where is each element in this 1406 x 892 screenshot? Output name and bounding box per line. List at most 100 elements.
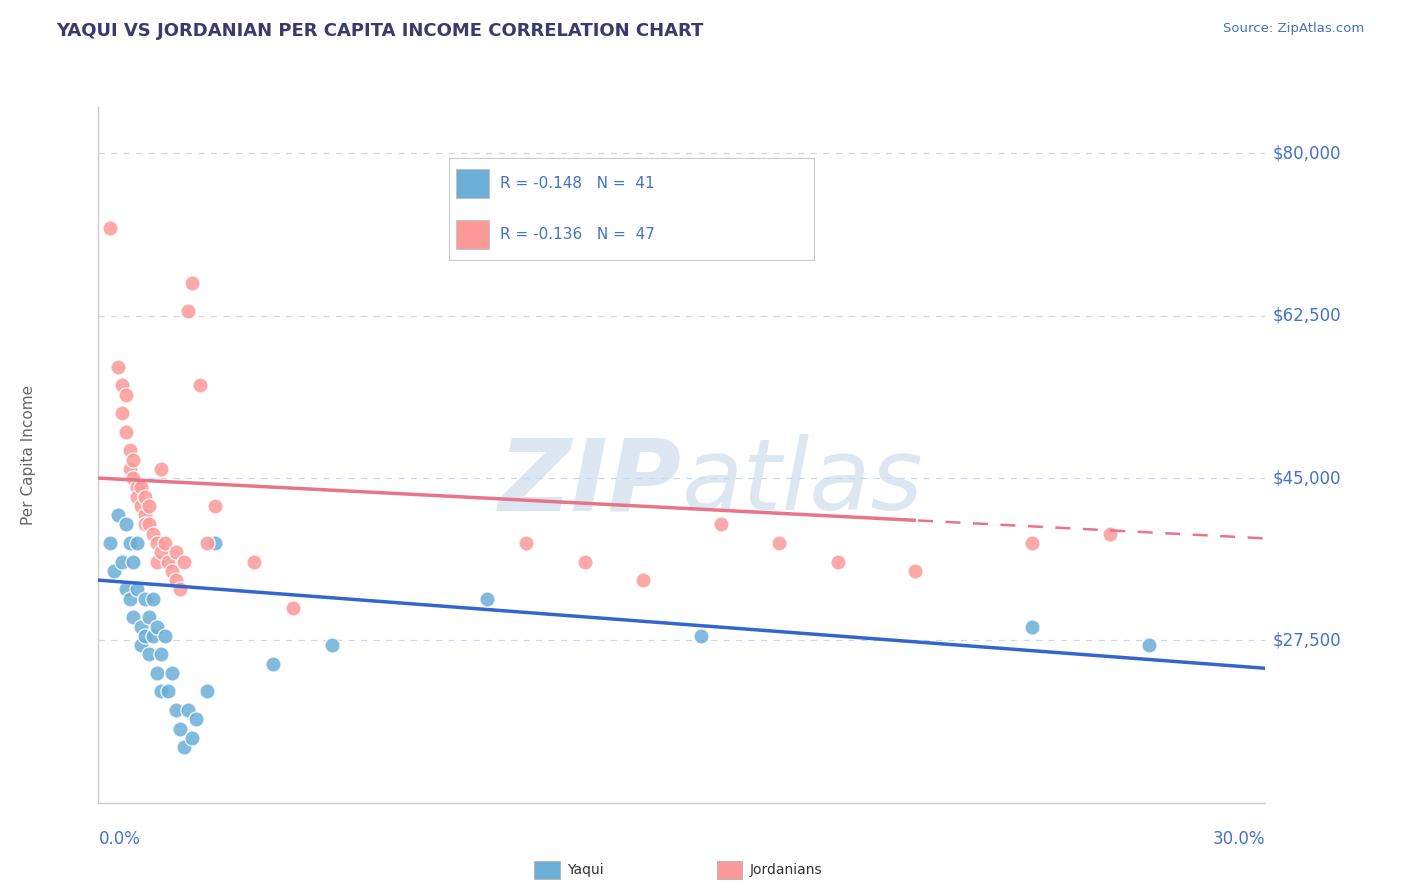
Point	[134, 508, 156, 523]
Text: R = -0.148   N =  41: R = -0.148 N = 41	[499, 176, 654, 191]
Point	[146, 665, 169, 680]
Point	[169, 582, 191, 597]
Point	[321, 638, 343, 652]
Point	[127, 582, 149, 597]
Text: 30.0%: 30.0%	[1213, 830, 1265, 847]
Text: Per Capita Income: Per Capita Income	[21, 384, 35, 525]
Point	[153, 629, 176, 643]
Point	[134, 629, 156, 643]
Point	[138, 499, 160, 513]
Text: atlas: atlas	[682, 434, 924, 532]
Point	[157, 684, 180, 698]
Point	[177, 304, 200, 318]
Point	[134, 490, 156, 504]
Point	[114, 517, 136, 532]
Point	[107, 508, 129, 523]
Point	[129, 480, 152, 494]
Point	[129, 499, 152, 513]
Point	[165, 573, 187, 587]
Point	[173, 740, 195, 755]
Point	[129, 619, 152, 633]
Point	[118, 591, 141, 606]
Point	[204, 536, 226, 550]
Point	[149, 545, 172, 559]
Point	[195, 684, 218, 698]
Text: Source: ZipAtlas.com: Source: ZipAtlas.com	[1223, 22, 1364, 36]
Text: $80,000: $80,000	[1272, 145, 1341, 162]
Point	[138, 648, 160, 662]
Text: Yaqui: Yaqui	[567, 863, 603, 877]
Text: Jordanians: Jordanians	[749, 863, 823, 877]
Point	[768, 536, 790, 550]
FancyBboxPatch shape	[456, 220, 489, 249]
Text: $45,000: $45,000	[1272, 469, 1341, 487]
Point	[127, 480, 149, 494]
Point	[146, 555, 169, 569]
Point	[157, 555, 180, 569]
Point	[710, 517, 733, 532]
Point	[169, 722, 191, 736]
Point	[134, 591, 156, 606]
Point	[118, 536, 141, 550]
Point	[111, 555, 134, 569]
Text: $27,500: $27,500	[1272, 632, 1341, 649]
Point	[111, 406, 134, 420]
Point	[1137, 638, 1160, 652]
Point	[827, 555, 849, 569]
Point	[107, 359, 129, 374]
Point	[118, 443, 141, 458]
Point	[631, 573, 654, 587]
Point	[177, 703, 200, 717]
Point	[122, 452, 145, 467]
Point	[146, 619, 169, 633]
Point	[1021, 619, 1043, 633]
Point	[146, 536, 169, 550]
Point	[122, 555, 145, 569]
Point	[515, 536, 537, 550]
Point	[149, 462, 172, 476]
Point	[98, 220, 121, 235]
Text: R = -0.136   N =  47: R = -0.136 N = 47	[499, 227, 655, 242]
Point	[118, 462, 141, 476]
Point	[129, 638, 152, 652]
Point	[1021, 536, 1043, 550]
Point	[127, 490, 149, 504]
Point	[188, 378, 211, 392]
Point	[165, 545, 187, 559]
Point	[180, 277, 202, 291]
Point	[142, 591, 165, 606]
Point	[690, 629, 713, 643]
Point	[114, 582, 136, 597]
Point	[149, 648, 172, 662]
Point	[98, 536, 121, 550]
Point	[153, 536, 176, 550]
Point	[1098, 526, 1121, 541]
Point	[162, 665, 184, 680]
Text: YAQUI VS JORDANIAN PER CAPITA INCOME CORRELATION CHART: YAQUI VS JORDANIAN PER CAPITA INCOME COR…	[56, 22, 703, 40]
FancyBboxPatch shape	[456, 169, 489, 197]
Point	[142, 526, 165, 541]
Point	[149, 684, 172, 698]
Point	[138, 610, 160, 624]
Point	[138, 517, 160, 532]
Text: ZIP: ZIP	[499, 434, 682, 532]
Point	[103, 564, 125, 578]
Point	[114, 425, 136, 439]
Point	[173, 555, 195, 569]
Point	[477, 591, 499, 606]
Point	[243, 555, 266, 569]
Point	[114, 387, 136, 401]
Text: $62,500: $62,500	[1272, 307, 1341, 325]
Point	[262, 657, 284, 671]
Point	[184, 712, 207, 726]
Point	[127, 536, 149, 550]
Point	[204, 499, 226, 513]
Point	[122, 610, 145, 624]
Point	[195, 536, 218, 550]
Point	[165, 703, 187, 717]
Point	[180, 731, 202, 745]
Point	[122, 471, 145, 485]
Point	[574, 555, 596, 569]
Point	[142, 629, 165, 643]
Point	[281, 601, 304, 615]
